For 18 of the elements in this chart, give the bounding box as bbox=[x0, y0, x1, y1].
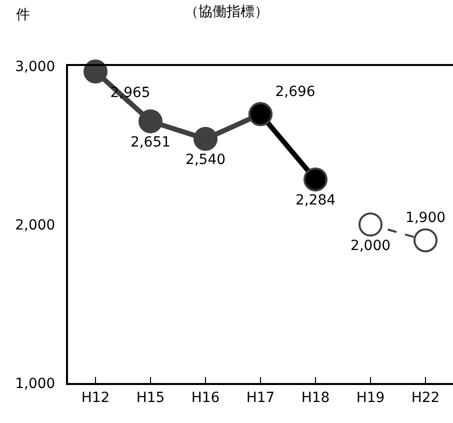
y-tick-label: 3,000 bbox=[15, 58, 56, 75]
data-label: 2,540 bbox=[185, 152, 226, 168]
x-tick-label: H22 bbox=[411, 390, 440, 406]
data-label: 2,651 bbox=[130, 134, 171, 151]
chart-title: （協働指標） bbox=[184, 4, 268, 20]
x-tick-label: H19 bbox=[356, 390, 385, 406]
data-label: 1,900 bbox=[405, 210, 446, 226]
y-axis-title: 件 bbox=[16, 7, 30, 23]
x-tick-label: H17 bbox=[246, 390, 275, 406]
x-tick-label: H12 bbox=[81, 390, 110, 406]
y-tick-label: 1,000 bbox=[15, 376, 56, 392]
x-tick-label: H18 bbox=[301, 390, 330, 406]
data-label: 2,284 bbox=[295, 192, 336, 209]
data-label: 2,696 bbox=[275, 84, 316, 100]
data-label: 2,000 bbox=[350, 238, 391, 254]
x-tick-label: H16 bbox=[191, 390, 220, 406]
y-tick-label: 2,000 bbox=[15, 217, 56, 234]
x-tick-label: H15 bbox=[136, 390, 165, 406]
